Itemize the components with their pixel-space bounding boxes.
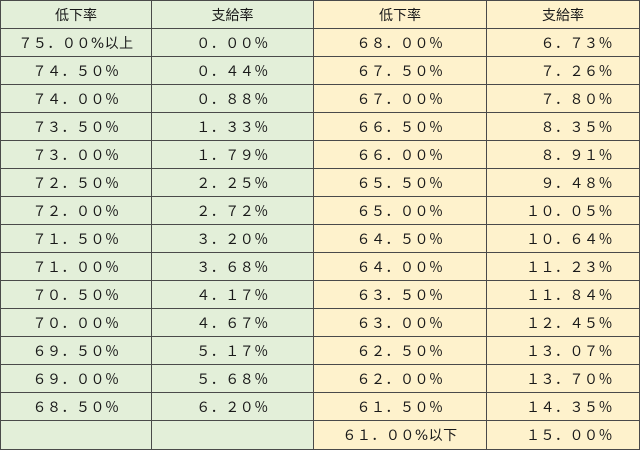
cell-right-payment-rate: １１．２３％ — [486, 252, 640, 281]
cell-right-decline-rate: ６５．５０％ — [313, 168, 487, 197]
table-header-row: 低下率 支給率 低下率 支給率 — [0, 0, 640, 29]
cell-right-payment-rate: １０．０５％ — [486, 196, 640, 225]
table-row: ７２．５０％ ２．２５％ ６５．５０％ ９．４８％ — [0, 168, 640, 197]
table-row: ７１．５０％ ３．２０％ ６４．５０％ １０．６４％ — [0, 224, 640, 253]
cell-right-payment-rate: ９．４８％ — [486, 168, 640, 197]
header-right-payment-rate: 支給率 — [486, 0, 640, 29]
table-row: ７５．００%以上 ０．００％ ６８．００％ ６．７３％ — [0, 28, 640, 57]
cell-left-decline-rate: ６９．５０％ — [0, 336, 152, 365]
cell-right-payment-rate: １３．７０％ — [486, 364, 640, 393]
table-row: ７０．００％ ４．６７％ ６３．００％ １２．４５％ — [0, 308, 640, 337]
cell-right-payment-rate: ７．８０％ — [486, 84, 640, 113]
cell-right-decline-rate: ６２．５０％ — [313, 336, 487, 365]
cell-left-decline-rate: ７５．００%以上 — [0, 28, 152, 57]
cell-right-decline-rate: ６７．００％ — [313, 84, 487, 113]
cell-left-payment-rate: ４．６７％ — [151, 308, 314, 337]
cell-left-payment-rate: ０．４４％ — [151, 56, 314, 85]
cell-left-decline-rate: ７１．００％ — [0, 252, 152, 281]
cell-right-payment-rate: １４．３５％ — [486, 392, 640, 421]
cell-left-payment-rate: ３．６８％ — [151, 252, 314, 281]
cell-left-decline-rate — [0, 420, 152, 450]
cell-left-decline-rate: ７２．００％ — [0, 196, 152, 225]
cell-right-decline-rate: ６４．５０％ — [313, 224, 487, 253]
cell-left-decline-rate: ６８．５０％ — [0, 392, 152, 421]
cell-right-payment-rate: ８．３５％ — [486, 112, 640, 141]
cell-left-payment-rate: ２．２５％ — [151, 168, 314, 197]
cell-right-decline-rate: ６８．００％ — [313, 28, 487, 57]
cell-right-payment-rate: １２．４５％ — [486, 308, 640, 337]
cell-left-payment-rate: ０．００％ — [151, 28, 314, 57]
header-right-decline-rate: 低下率 — [313, 0, 487, 29]
cell-left-payment-rate: ０．８８％ — [151, 84, 314, 113]
cell-right-decline-rate: ６７．５０％ — [313, 56, 487, 85]
header-left-payment-rate: 支給率 — [151, 0, 314, 29]
cell-right-payment-rate: １０．６４％ — [486, 224, 640, 253]
cell-left-decline-rate: ７４．００％ — [0, 84, 152, 113]
table-row: ６９．００％ ５．６８％ ６２．００％ １３．７０％ — [0, 364, 640, 393]
cell-right-payment-rate: １５．００％ — [486, 420, 640, 450]
cell-left-decline-rate: ７３．００％ — [0, 140, 152, 169]
cell-left-payment-rate: ６．２０％ — [151, 392, 314, 421]
table-row: ７３．５０％ １．３３％ ６６．５０％ ８．３５％ — [0, 112, 640, 141]
cell-left-payment-rate: １．３３％ — [151, 112, 314, 141]
cell-left-payment-rate — [151, 420, 314, 450]
cell-left-decline-rate: ７４．５０％ — [0, 56, 152, 85]
table-row: ７４．５０％ ０．４４％ ６７．５０％ ７．２６％ — [0, 56, 640, 85]
cell-left-payment-rate: ５．１７％ — [151, 336, 314, 365]
table-row: ６９．５０％ ５．１７％ ６２．５０％ １３．０７％ — [0, 336, 640, 365]
table-row: ７３．００％ １．７９％ ６６．００％ ８．９１％ — [0, 140, 640, 169]
cell-right-decline-rate: ６１．００%以下 — [313, 420, 487, 450]
cell-right-decline-rate: ６５．００％ — [313, 196, 487, 225]
table-row: ６８．５０％ ６．２０％ ６１．５０％ １４．３５％ — [0, 392, 640, 421]
cell-right-payment-rate: １３．０７％ — [486, 336, 640, 365]
cell-left-payment-rate: ２．７２％ — [151, 196, 314, 225]
cell-right-decline-rate: ６２．００％ — [313, 364, 487, 393]
cell-right-payment-rate: ８．９１％ — [486, 140, 640, 169]
cell-left-decline-rate: ７０．００％ — [0, 308, 152, 337]
cell-left-decline-rate: ７２．５０％ — [0, 168, 152, 197]
cell-left-decline-rate: ６９．００％ — [0, 364, 152, 393]
cell-left-decline-rate: ７１．５０％ — [0, 224, 152, 253]
cell-right-decline-rate: ６３．００％ — [313, 308, 487, 337]
cell-right-decline-rate: ６４．００％ — [313, 252, 487, 281]
cell-right-decline-rate: ６３．５０％ — [313, 280, 487, 309]
cell-right-payment-rate: ６．７３％ — [486, 28, 640, 57]
table-row: ７０．５０％ ４．１７％ ６３．５０％ １１．８４％ — [0, 280, 640, 309]
table-body: ７５．００%以上 ０．００％ ６８．００％ ６．７３％ ７４．５０％ ０．４４％ ６７．５０… — [0, 28, 640, 450]
cell-left-decline-rate: ７３．５０％ — [0, 112, 152, 141]
cell-right-decline-rate: ６１．５０％ — [313, 392, 487, 421]
cell-left-payment-rate: ４．１７％ — [151, 280, 314, 309]
table-row: ７１．００％ ３．６８％ ６４．００％ １１．２３％ — [0, 252, 640, 281]
table-row: ６１．００%以下 １５．００％ — [0, 420, 640, 450]
cell-right-decline-rate: ６６．００％ — [313, 140, 487, 169]
cell-right-decline-rate: ６６．５０％ — [313, 112, 487, 141]
cell-right-payment-rate: １１．８４％ — [486, 280, 640, 309]
cell-left-decline-rate: ７０．５０％ — [0, 280, 152, 309]
cell-left-payment-rate: １．７９％ — [151, 140, 314, 169]
table-row: ７２．００％ ２．７２％ ６５．００％ １０．０５％ — [0, 196, 640, 225]
table-row: ７４．００％ ０．８８％ ６７．００％ ７．８０％ — [0, 84, 640, 113]
header-left-decline-rate: 低下率 — [0, 0, 152, 29]
cell-left-payment-rate: ３．２０％ — [151, 224, 314, 253]
cell-left-payment-rate: ５．６８％ — [151, 364, 314, 393]
cell-right-payment-rate: ７．２６％ — [486, 56, 640, 85]
